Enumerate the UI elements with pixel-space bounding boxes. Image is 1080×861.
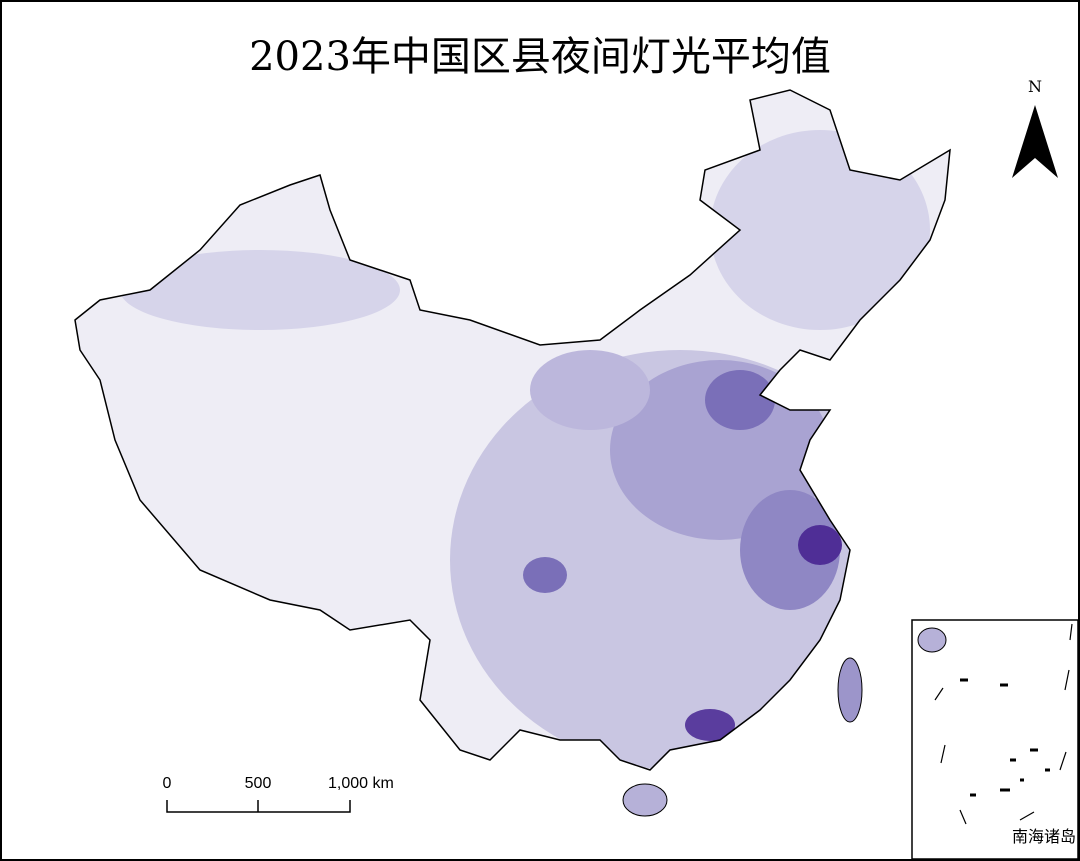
region-low <box>710 130 930 330</box>
region-mid <box>530 350 650 430</box>
region-high <box>798 525 842 565</box>
scale-label: 500 <box>245 775 272 792</box>
scale-label: 0 <box>163 775 172 792</box>
north-arrow <box>1012 105 1058 178</box>
region-low <box>120 250 400 330</box>
inset: 南海诸岛 <box>911 619 1079 860</box>
region-high <box>685 709 735 741</box>
region-mid <box>740 490 840 610</box>
hainan <box>622 783 668 817</box>
inset-label: 南海诸岛 <box>1012 827 1076 846</box>
dash-line <box>934 623 1073 825</box>
islands <box>960 678 1050 797</box>
taiwan <box>837 657 863 723</box>
inset-hainan <box>917 627 947 653</box>
north-label: N <box>1028 77 1042 96</box>
scale-line <box>166 800 351 813</box>
scale-bar: 0 500 1,000 km <box>163 775 394 813</box>
map-title: 2023年中国区县夜间灯光平均值 <box>249 34 831 80</box>
scale-label: 1,000 km <box>328 775 394 792</box>
region-high <box>705 370 775 430</box>
night-light-shading <box>120 130 930 770</box>
inset-frame <box>911 619 1079 860</box>
region-high <box>523 557 567 593</box>
